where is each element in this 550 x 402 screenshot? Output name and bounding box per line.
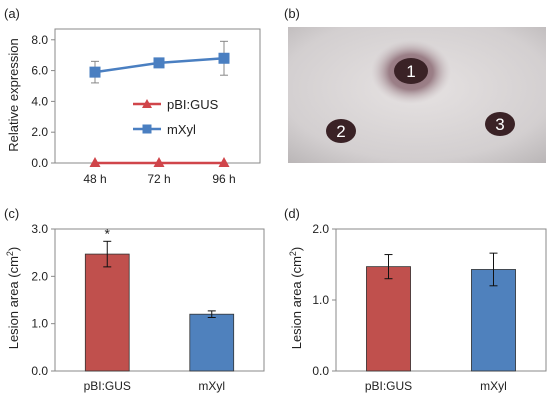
- spot-label-3: 3: [495, 115, 504, 134]
- y-axis-label: Lesion area (cm2): [288, 247, 304, 350]
- y-tick-label: 2.0: [31, 125, 48, 139]
- bar-chart-lesion-area-d: Lesion area (cm2) 0.0 1.0 2.0 pBI:GUS mXyl: [288, 222, 547, 393]
- inoculation-spot-3: [485, 112, 515, 136]
- legend-label: pBI:GUS: [167, 97, 219, 112]
- x-tick-label: pBI:GUS: [365, 379, 412, 393]
- y-tick-label: 1.0: [31, 317, 48, 331]
- inoculation-spot-2: [326, 119, 356, 143]
- data-point: [89, 66, 101, 78]
- x-tick-label: 96 h: [212, 172, 235, 186]
- data-point: [153, 57, 165, 69]
- panel-label-b: (b): [284, 6, 300, 21]
- spot-label-1: 1: [406, 62, 415, 81]
- x-tick-label: mXyl: [198, 379, 225, 393]
- y-tick-label: 1.0: [312, 293, 329, 307]
- x-tick-label: mXyl: [480, 379, 507, 393]
- bar-chart-lesion-area-c: Lesion area (cm2) 0.0 1.0 2.0 3.0 pBI:GUS mXy…: [5, 222, 265, 393]
- y-tick-label: 4.0: [31, 94, 48, 108]
- square-marker-icon: [142, 124, 152, 134]
- bar-mxyl: [189, 313, 235, 372]
- legend-label: mXyl: [167, 122, 196, 137]
- bar-pbigus: [84, 253, 130, 372]
- legend: pBI:GUS mXyl: [133, 97, 219, 137]
- x-tick-label: 48 h: [83, 172, 106, 186]
- data-point: [153, 157, 165, 167]
- legend-item-mxyl: mXyl: [133, 122, 196, 137]
- y-tick-label: 8.0: [31, 33, 48, 47]
- x-tick-label: pBI:GUS: [84, 379, 131, 393]
- line-chart-relative-expression: Relative expression 0.0 2.0 4.0 6.0 8.0 48 h 7…: [6, 28, 261, 186]
- x-tick-label: 72 h: [147, 172, 170, 186]
- y-axis-label: Relative expression: [6, 38, 21, 151]
- legend-item-pbigus: pBI:GUS: [133, 97, 219, 112]
- y-tick-label: 2.0: [31, 269, 48, 283]
- spot-label-2: 2: [336, 122, 345, 141]
- significance-marker: *: [105, 225, 111, 241]
- triangle-marker-icon: [142, 99, 152, 108]
- bar-mxyl: [471, 269, 516, 372]
- leaf-photo: 1 2 3: [288, 27, 546, 163]
- data-point: [218, 52, 230, 64]
- y-tick-label: 0.0: [312, 364, 329, 378]
- panel-label-a: (a): [4, 6, 20, 21]
- y-axis-label: Lesion area (cm2): [5, 247, 21, 350]
- y-tick-label: 2.0: [312, 222, 329, 236]
- plot-frame: [54, 228, 265, 372]
- inoculation-spot-1: [394, 58, 428, 84]
- y-tick-label: 0.0: [31, 156, 48, 170]
- bar-pbigus: [366, 266, 411, 372]
- plot-frame: [54, 28, 261, 164]
- panel-label-d: (d): [284, 206, 300, 221]
- y-tick-label: 0.0: [31, 364, 48, 378]
- y-tick-label: 3.0: [31, 222, 48, 236]
- y-tick-label: 6.0: [31, 64, 48, 78]
- data-point: [218, 157, 230, 167]
- data-point: [89, 157, 101, 167]
- panel-label-c: (c): [4, 206, 19, 221]
